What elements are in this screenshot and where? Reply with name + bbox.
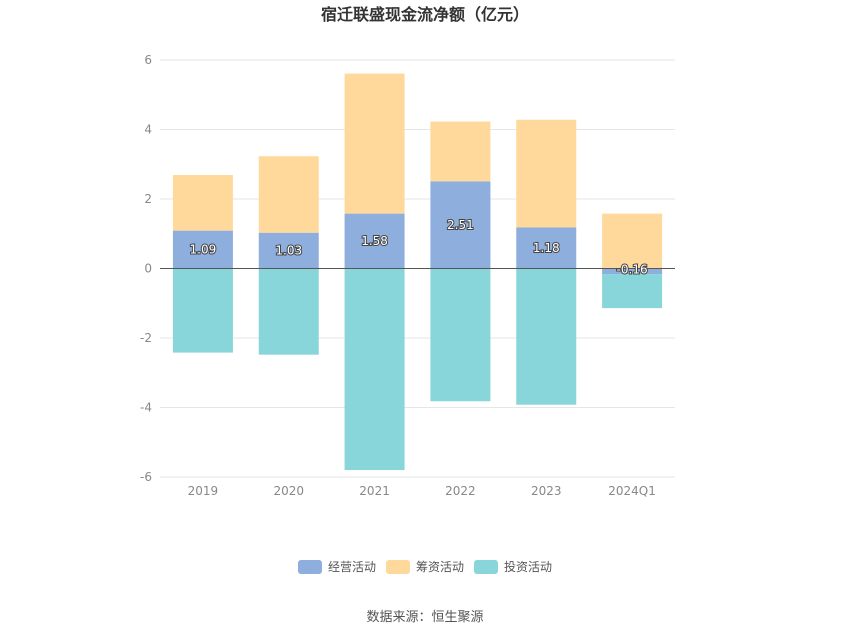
x-tick-label: 2020	[273, 484, 304, 498]
legend-swatch	[386, 560, 410, 574]
data-labels: 1.09 1.03 1.58 2.51 1.18 -0.16	[189, 217, 649, 278]
bar-operating	[516, 227, 577, 269]
bar-investing	[258, 268, 319, 355]
y-tick-label: -6	[140, 470, 152, 484]
y-axis: 6 4 2 0 -2 -4 -6	[140, 53, 152, 484]
y-tick-label: 4	[144, 123, 152, 137]
x-tick-label: 2021	[359, 484, 390, 498]
source-note: 数据来源：恒生聚源	[366, 610, 483, 625]
bar-operating	[172, 230, 233, 269]
bar-investing	[172, 268, 233, 353]
bar-operating	[430, 181, 491, 269]
bars	[172, 73, 663, 471]
legend-label: 筹资活动	[416, 560, 464, 574]
bar-investing	[344, 268, 405, 471]
y-tick-label: 0	[144, 262, 152, 276]
legend-swatch	[474, 560, 498, 574]
bar-financing	[258, 156, 319, 233]
data-label: 1.03	[275, 244, 302, 258]
x-tick-label: 2022	[445, 484, 476, 498]
bar-operating	[344, 213, 405, 269]
data-label: 1.18	[533, 241, 560, 255]
data-label: -0.16	[617, 263, 648, 277]
data-label: 1.58	[361, 234, 388, 248]
bar-financing	[344, 73, 405, 214]
bar-financing	[430, 121, 491, 182]
y-tick-label: -2	[140, 331, 152, 345]
bar-investing	[602, 274, 663, 309]
data-label: 1.09	[190, 243, 217, 257]
x-tick-label: 2019	[188, 484, 219, 498]
data-label: 2.51	[447, 218, 474, 232]
y-tick-label: 2	[144, 192, 152, 206]
x-axis: 2019 2020 2021 2022 2023 2024Q1	[188, 484, 656, 498]
x-tick-label: 2023	[531, 484, 562, 498]
bar-investing	[430, 268, 491, 402]
bar-operating	[602, 268, 663, 275]
x-tick-label: 2024Q1	[608, 484, 656, 498]
bar-financing	[602, 213, 663, 269]
gridlines	[160, 59, 675, 478]
bar-investing	[516, 268, 577, 405]
legend-label: 投资活动	[504, 559, 552, 574]
bar-operating	[258, 232, 319, 269]
y-tick-label: -4	[140, 401, 152, 415]
chart-title: 宿迁联盛现金流净额（亿元）	[321, 5, 529, 24]
legend: 经营活动 筹资活动 投资活动	[298, 559, 552, 574]
bar-financing	[172, 175, 233, 231]
bar-financing	[516, 119, 577, 228]
legend-swatch	[298, 560, 322, 574]
legend-label: 经营活动	[328, 560, 376, 574]
y-tick-label: 6	[144, 53, 152, 67]
